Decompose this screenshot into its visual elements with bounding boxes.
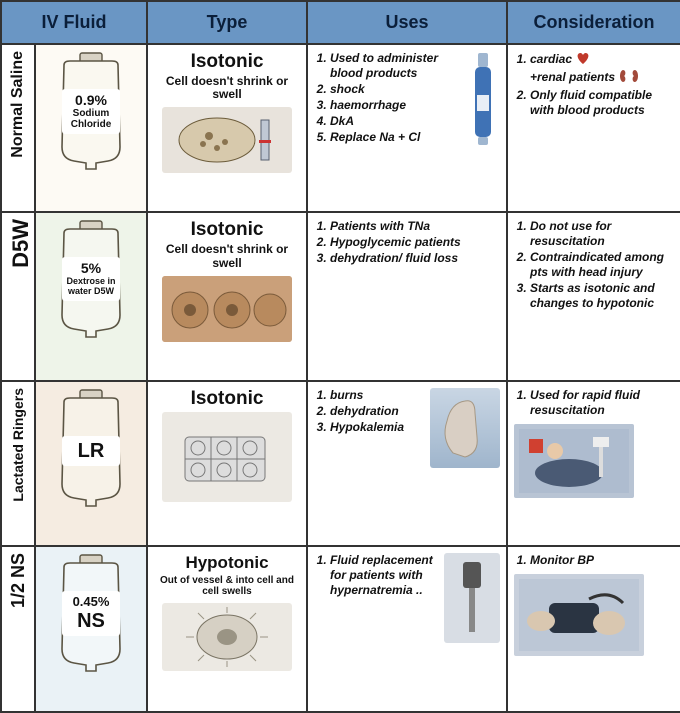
bag-label: 0.9% Sodium Chloride <box>62 89 120 134</box>
bag-cell: 0.9% Sodium Chloride <box>35 44 147 212</box>
iv-fluid-table: IV Fluid Type Uses Consideration Normal … <box>0 0 680 713</box>
uses-cell: burns dehydration Hypokalemia <box>307 381 507 547</box>
bag-label: 5% Dextrose in water D5W <box>62 257 120 300</box>
type-title: Hypotonic <box>154 553 300 573</box>
spray-bottle-icon <box>466 51 500 150</box>
header-row: IV Fluid Type Uses Consideration <box>1 1 680 44</box>
consideration-list: Monitor BP <box>514 553 674 568</box>
type-cell: Hypotonic Out of vessel & into cell and … <box>147 546 307 712</box>
consideration-list: cardiac +renal patients Only fluid compa… <box>514 51 674 118</box>
cell-diagram-image <box>162 603 292 671</box>
cell-diagram-image <box>162 276 292 342</box>
type-title: Isotonic <box>154 51 300 73</box>
hand-image <box>430 388 500 468</box>
resuscitation-image <box>514 424 634 498</box>
name-cell: 1/2 NS <box>1 546 35 712</box>
bag-label: LR <box>62 436 120 466</box>
type-cell: Isotonic Cell doesn't shrink or swell <box>147 44 307 212</box>
cell-diagram-image <box>162 107 292 173</box>
header-uses: Uses <box>307 1 507 44</box>
uses-list: Fluid replacement for patients with hype… <box>314 553 436 598</box>
bag-cell: 0.45% NS <box>35 546 147 712</box>
row-normal-saline: Normal Saline 0.9% Sodium Chloride Isoto… <box>1 44 680 212</box>
bag-cell: LR <box>35 381 147 547</box>
name-cell: D5W <box>1 212 35 380</box>
name-cell: Normal Saline <box>1 44 35 212</box>
header-type: Type <box>147 1 307 44</box>
uses-list: burns dehydration Hypokalemia <box>314 388 422 435</box>
row-d5w: D5W 5% Dextrose in water D5W Isotonic Ce… <box>1 212 680 380</box>
iv-bag-icon: 0.9% Sodium Chloride <box>50 51 132 171</box>
header-fluid: IV Fluid <box>1 1 147 44</box>
type-cell: Isotonic Cell doesn't shrink or swell <box>147 212 307 380</box>
uses-cell: Patients with TNa Hypoglycemic patients … <box>307 212 507 380</box>
cell-diagram-image <box>162 412 292 502</box>
kidney-icon <box>618 69 640 87</box>
bag-cell: 5% Dextrose in water D5W <box>35 212 147 380</box>
row-half-ns: 1/2 NS 0.45% NS Hypotonic Out of vessel … <box>1 546 680 712</box>
heart-icon <box>575 51 591 69</box>
fluid-name: 1/2 NS <box>8 553 29 608</box>
consideration-list: Do not use for resuscitation Contraindic… <box>514 219 674 311</box>
fluid-name: Normal Saline <box>9 51 27 158</box>
iv-bag-icon: LR <box>50 388 132 508</box>
fluid-name: D5W <box>8 219 34 268</box>
iv-bag-icon: 5% Dextrose in water D5W <box>50 219 132 339</box>
type-subtitle: Out of vessel & into cell and cell swell… <box>154 575 300 597</box>
type-title: Isotonic <box>154 388 300 410</box>
consideration-list: Used for rapid fluid resuscitation <box>514 388 674 418</box>
type-subtitle: Cell doesn't shrink or swell <box>154 75 300 101</box>
fluid-name: Lactated Ringers <box>10 388 26 502</box>
consideration-cell: Used for rapid fluid resuscitation <box>507 381 680 547</box>
consideration-cell: Do not use for resuscitation Contraindic… <box>507 212 680 380</box>
bag-label: 0.45% NS <box>62 591 120 635</box>
type-subtitle: Cell doesn't shrink or swell <box>154 243 300 269</box>
consideration-cell: cardiac +renal patients Only fluid compa… <box>507 44 680 212</box>
uses-list: Used to administer blood products shock … <box>314 51 462 145</box>
bp-monitor-image <box>514 574 644 656</box>
consideration-cell: Monitor BP <box>507 546 680 712</box>
iv-bag-icon: 0.45% NS <box>50 553 132 673</box>
uses-list: Patients with TNa Hypoglycemic patients … <box>314 219 500 266</box>
name-cell: Lactated Ringers <box>1 381 35 547</box>
header-consideration: Consideration <box>507 1 680 44</box>
uses-cell: Fluid replacement for patients with hype… <box>307 546 507 712</box>
fluid-drip-image <box>444 553 500 643</box>
row-lactated-ringers: Lactated Ringers LR Isotonic <box>1 381 680 547</box>
type-cell: Isotonic <box>147 381 307 547</box>
type-title: Isotonic <box>154 219 300 241</box>
uses-cell: Used to administer blood products shock … <box>307 44 507 212</box>
